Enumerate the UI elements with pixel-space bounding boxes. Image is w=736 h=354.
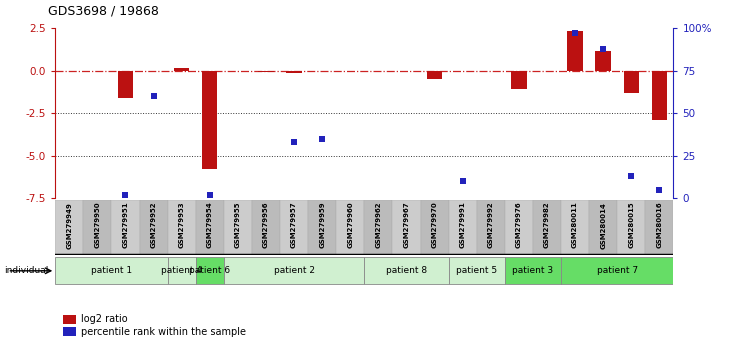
- Bar: [505, 257, 561, 284]
- Text: individual: individual: [4, 266, 48, 275]
- Bar: [55, 257, 168, 284]
- Bar: [118, 71, 133, 98]
- Bar: [449, 257, 505, 284]
- Text: GSM279982: GSM279982: [544, 202, 550, 248]
- Text: GSM279970: GSM279970: [431, 202, 438, 249]
- Bar: [477, 200, 505, 255]
- Text: GSM279991: GSM279991: [460, 202, 466, 249]
- Bar: [567, 31, 583, 71]
- Bar: [533, 200, 561, 255]
- Bar: [505, 200, 533, 255]
- Bar: [589, 200, 618, 255]
- Bar: [140, 200, 168, 255]
- Bar: [651, 71, 667, 120]
- Bar: [645, 200, 673, 255]
- Text: GSM279962: GSM279962: [375, 202, 381, 248]
- Text: GSM279960: GSM279960: [347, 202, 353, 248]
- Bar: [224, 200, 252, 255]
- Bar: [83, 200, 111, 255]
- Bar: [618, 200, 645, 255]
- Text: GSM279959: GSM279959: [319, 202, 325, 248]
- Bar: [511, 71, 526, 90]
- Text: GSM279967: GSM279967: [403, 202, 409, 248]
- Bar: [623, 71, 639, 93]
- Text: percentile rank within the sample: percentile rank within the sample: [81, 327, 246, 337]
- Bar: [308, 200, 336, 255]
- Bar: [595, 51, 611, 71]
- Text: patient 3: patient 3: [512, 266, 553, 275]
- Bar: [63, 315, 76, 324]
- Bar: [420, 200, 449, 255]
- Text: GSM280014: GSM280014: [600, 202, 606, 249]
- Text: GSM279956: GSM279956: [263, 202, 269, 248]
- Text: GSM279957: GSM279957: [291, 202, 297, 248]
- Bar: [427, 71, 442, 79]
- Bar: [392, 200, 420, 255]
- Bar: [111, 200, 140, 255]
- Bar: [196, 257, 224, 284]
- Bar: [55, 200, 83, 255]
- Text: patient 1: patient 1: [91, 266, 132, 275]
- Bar: [561, 200, 589, 255]
- Bar: [364, 257, 449, 284]
- Text: patient 6: patient 6: [189, 266, 230, 275]
- Bar: [258, 71, 274, 73]
- Text: log2 ratio: log2 ratio: [81, 314, 127, 324]
- Text: GSM279976: GSM279976: [516, 202, 522, 248]
- Bar: [63, 327, 76, 336]
- Text: patient 5: patient 5: [456, 266, 498, 275]
- Bar: [174, 68, 189, 71]
- Bar: [224, 257, 364, 284]
- Text: patient 8: patient 8: [386, 266, 427, 275]
- Bar: [168, 257, 196, 284]
- Text: patient 7: patient 7: [597, 266, 638, 275]
- Text: GDS3698 / 19868: GDS3698 / 19868: [48, 5, 159, 18]
- Bar: [202, 71, 217, 169]
- Text: GSM280011: GSM280011: [572, 202, 578, 249]
- Bar: [286, 71, 302, 73]
- Bar: [252, 200, 280, 255]
- Text: GSM280015: GSM280015: [629, 202, 634, 248]
- Text: GSM279950: GSM279950: [94, 202, 100, 248]
- Bar: [280, 200, 308, 255]
- Text: patient 4: patient 4: [161, 266, 202, 275]
- Bar: [196, 200, 224, 255]
- Bar: [168, 200, 196, 255]
- Text: GSM279951: GSM279951: [122, 202, 129, 248]
- Text: patient 2: patient 2: [274, 266, 314, 275]
- Text: GSM279952: GSM279952: [151, 202, 157, 248]
- Text: GSM279992: GSM279992: [488, 202, 494, 248]
- Bar: [336, 200, 364, 255]
- Text: GSM279954: GSM279954: [207, 202, 213, 249]
- Text: GSM279955: GSM279955: [235, 202, 241, 248]
- Text: GSM279949: GSM279949: [66, 202, 72, 249]
- Bar: [364, 200, 392, 255]
- Text: GSM280016: GSM280016: [657, 202, 662, 248]
- Bar: [561, 257, 673, 284]
- Text: GSM279953: GSM279953: [179, 202, 185, 248]
- Bar: [449, 200, 477, 255]
